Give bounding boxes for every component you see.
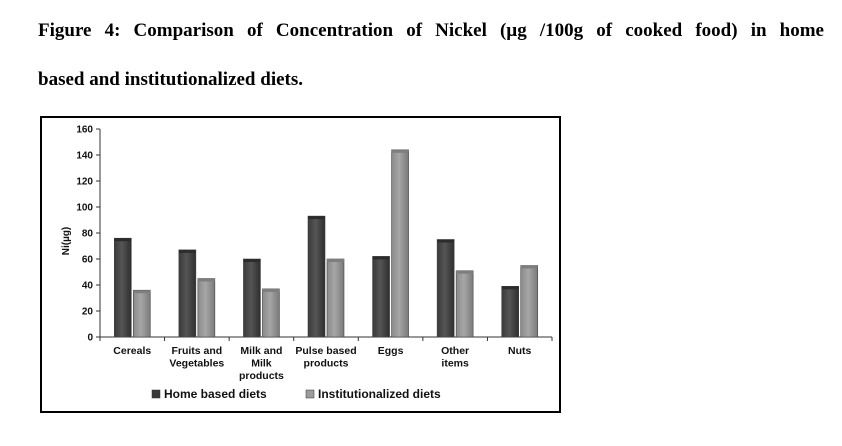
x-category-label-line: Pulse based	[295, 345, 356, 357]
y-axis: 0 20 40 60 80 100 120 140 160 Ni(µg)	[61, 125, 101, 344]
y-tick-label: 40	[82, 281, 94, 292]
x-category-label-line: Eggs	[378, 345, 404, 357]
bar-top-edge	[520, 265, 538, 269]
legend-label-home-based: Home based diets	[164, 387, 267, 401]
y-tick-label: 80	[82, 229, 94, 240]
x-category-label: Milk and Milk products	[239, 345, 284, 382]
bar-top-edge	[327, 259, 344, 262]
bar-top-edge	[456, 270, 474, 274]
bar-institutionalized	[132, 289, 151, 338]
x-category-label: Eggs	[378, 345, 404, 357]
bar-institutionalized	[262, 288, 280, 338]
bar-institutionalized	[455, 270, 474, 338]
x-category-label: Cereals	[113, 345, 151, 357]
bar-top-edge	[114, 238, 132, 242]
bar-top-edge	[308, 216, 325, 220]
y-axis-title: Ni(µg)	[61, 227, 72, 256]
bar-institutionalized	[197, 278, 216, 338]
legend-label-institutionalized: Institutionalized diets	[318, 387, 441, 401]
y-tick-label: 60	[82, 255, 94, 266]
legend-swatch-home-based	[151, 389, 161, 399]
x-category-label-line: Vegetables	[169, 358, 224, 370]
bar-home-based	[372, 256, 390, 338]
chart-frame: 0 20 40 60 80 100 120 140 160 Ni(µg) Cereals Fruit…	[40, 116, 561, 413]
x-category-label-line: Milk and	[240, 345, 282, 357]
bar-top-edge	[437, 239, 455, 243]
figure-caption-line-2: based and institutionalized diets.	[38, 69, 303, 90]
bar-home-based	[178, 249, 197, 338]
y-tick-label: 140	[76, 151, 93, 162]
x-category-label-line: products	[304, 358, 349, 370]
y-tick-label: 100	[76, 203, 93, 214]
bar-home-based	[501, 286, 520, 338]
y-tick-label: 0	[87, 333, 93, 344]
bar-home-based	[436, 239, 455, 338]
bar-top-edge	[133, 290, 151, 294]
figure-caption-line-1: Figure 4: Comparison of Concentration of…	[38, 20, 824, 41]
x-category-label: Fruits and Vegetables	[169, 345, 224, 370]
bar-top-edge	[372, 256, 390, 260]
bar-institutionalized	[391, 149, 409, 338]
bar-home-based	[113, 237, 132, 338]
bar-home-based	[243, 258, 261, 338]
x-category-label-line: Nuts	[508, 345, 531, 357]
y-tick-label: 120	[76, 177, 93, 188]
x-category-label-line: Other	[441, 345, 469, 357]
bar-top-edge	[178, 249, 196, 253]
x-category-label-line: Fruits and	[171, 345, 222, 357]
legend: Home based diets Institutionalized diets	[151, 387, 441, 401]
bar-chart: 0 20 40 60 80 100 120 140 160 Ni(µg) Cereals Fruit…	[61, 125, 553, 401]
y-tick-label: 160	[76, 125, 93, 136]
x-category-label-line: products	[239, 370, 284, 382]
bar-home-based	[307, 215, 326, 338]
bar-top-edge	[243, 259, 261, 262]
bar-top-edge	[391, 149, 409, 153]
x-category-label: Nuts	[508, 345, 531, 357]
x-category-label-line: Milk	[251, 358, 272, 370]
x-category-label-line: Cereals	[113, 345, 151, 357]
x-category-label-line: items	[441, 358, 469, 370]
bar-institutionalized	[326, 258, 345, 338]
legend-swatch-institutionalized	[305, 389, 315, 399]
y-tick-label: 20	[82, 307, 94, 318]
x-category-label: Other items	[441, 345, 469, 370]
bar-top-edge	[197, 278, 215, 282]
bar-top-edge	[262, 288, 280, 292]
bar-top-edge	[501, 286, 519, 290]
bar-institutionalized	[520, 265, 539, 338]
x-category-label: Pulse based products	[295, 345, 356, 370]
bars	[113, 149, 539, 338]
